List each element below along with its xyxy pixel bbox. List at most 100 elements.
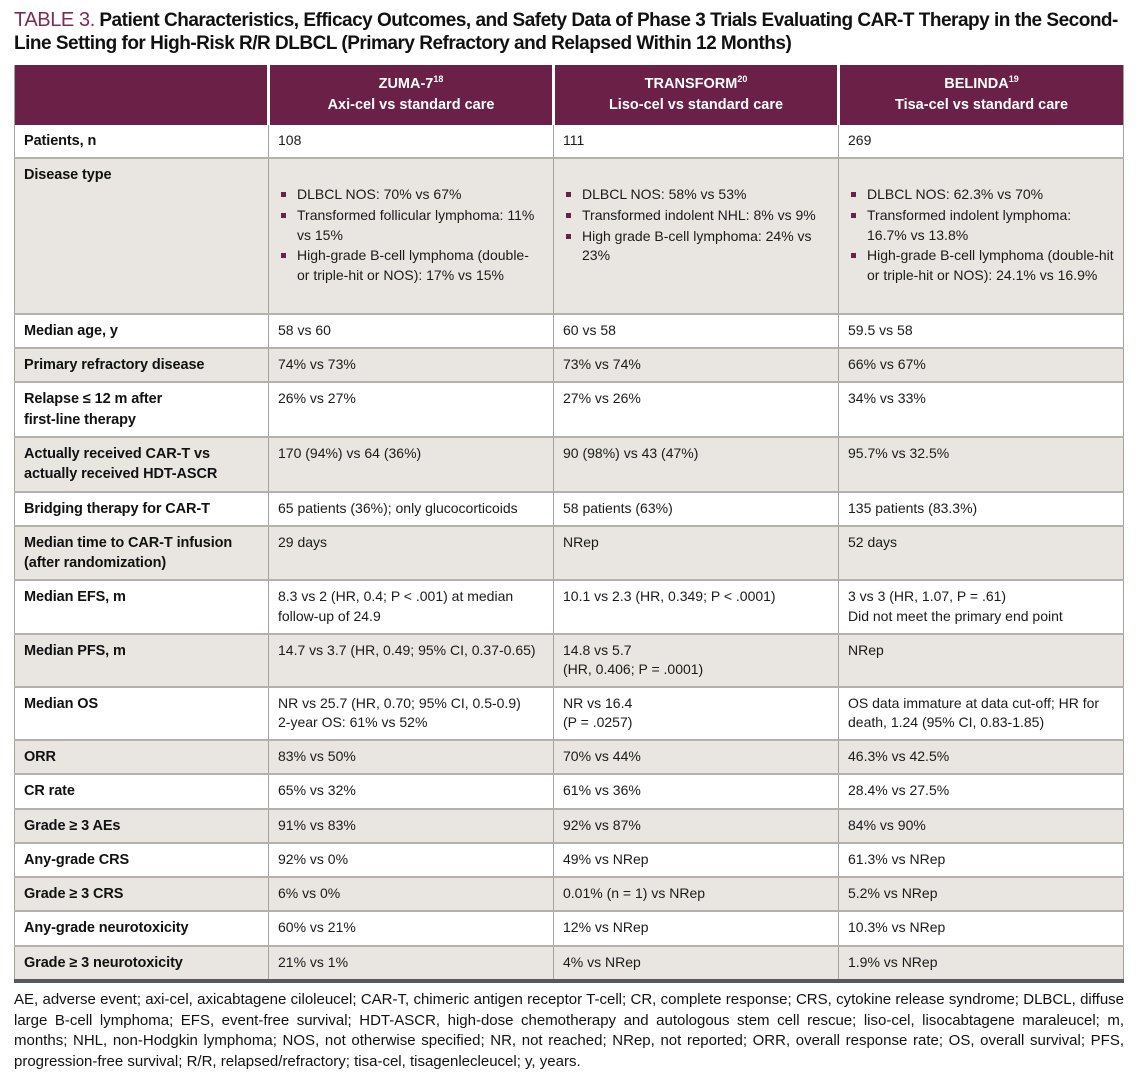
data-cell: 59.5 vs 58 [838, 312, 1124, 349]
data-cell: 135 patients (83.3%) [838, 490, 1124, 526]
data-cell: 66% vs 67% [838, 347, 1124, 383]
data-cell: 108 [268, 124, 554, 159]
row-label: Any-grade neurotoxicity [14, 910, 269, 946]
data-cell: 34% vs 33% [838, 381, 1124, 437]
data-cell: 61% vs 36% [553, 773, 839, 809]
row-any-grade-neurotoxicity: Any-grade neurotoxicity 60% vs 21% 12% v… [14, 910, 1124, 946]
bullet-item: High grade B-cell lymphoma: 24% vs 23% [563, 227, 829, 267]
trial-subtitle: Axi-cel vs standard care [327, 97, 495, 114]
data-cell: 58 vs 60 [268, 312, 554, 349]
abbreviations-footnote: AE, adverse event; axi-cel, axicabtagene… [14, 991, 1124, 1071]
table-number-label: TABLE 3. [14, 9, 95, 31]
data-cell: 46.3% vs 42.5% [838, 738, 1124, 775]
row-label: Patients, n [14, 124, 269, 159]
data-cell: 8.3 vs 2 (HR, 0.4; P < .001) at median f… [268, 579, 554, 634]
row-label: Disease type [14, 157, 269, 314]
data-cell: 90 (98%) vs 43 (47%) [553, 435, 839, 492]
data-cell: 74% vs 73% [268, 347, 554, 383]
data-cell: 4% vs NRep [553, 944, 839, 982]
row-median-efs: Median EFS, m 8.3 vs 2 (HR, 0.4; P < .00… [14, 579, 1124, 634]
data-cell: 58 patients (63%) [553, 490, 839, 526]
data-cell: 10.3% vs NRep [838, 910, 1124, 946]
reference-superscript: 19 [1008, 73, 1019, 84]
trial-name: ZUMA-7 [378, 75, 434, 92]
data-cell: 14.7 vs 3.7 (HR, 0.49; 95% CI, 0.37-0.65… [268, 632, 554, 687]
bullet-item: High-grade B-cell lymphoma (double- or t… [278, 246, 544, 286]
data-cell: 10.1 vs 2.3 (HR, 0.349; P < .0001) [553, 579, 839, 634]
bullet-list: DLBCL NOS: 70% vs 67% Transformed follic… [278, 185, 544, 286]
row-median-time-to-infusion: Median time to CAR-T infusion (after ran… [14, 524, 1124, 581]
data-cell: DLBCL NOS: 58% vs 53% Transformed indole… [553, 157, 839, 314]
data-cell: 0.01% (n = 1) vs NRep [553, 876, 839, 912]
data-cell: 92% vs 87% [553, 807, 839, 843]
data-cell: NRep [553, 524, 839, 581]
data-cell: 28.4% vs 27.5% [838, 773, 1124, 809]
header-row: ZUMA-718 Axi-cel vs standard care TRANSF… [14, 64, 1124, 125]
data-cell: 49% vs NRep [553, 841, 839, 878]
row-label: Any-grade CRS [14, 841, 269, 878]
row-grade3-neurotoxicity: Grade ≥ 3 neurotoxicity 21% vs 1% 4% vs … [14, 944, 1124, 982]
data-cell: 73% vs 74% [553, 347, 839, 383]
row-label: Median age, y [14, 312, 269, 349]
data-cell: OS data immature at data cut-off; HR for… [838, 685, 1124, 740]
row-actually-received: Actually received CAR-T vs actually rece… [14, 435, 1124, 492]
data-cell: 84% vs 90% [838, 807, 1124, 843]
row-patients: Patients, n 108 111 269 [14, 124, 1124, 159]
bullet-item: DLBCL NOS: 58% vs 53% [563, 185, 829, 205]
data-cell: 29 days [268, 524, 554, 581]
bullet-item: Transformed indolent lymphoma: 16.7% vs … [848, 206, 1114, 246]
data-cell: DLBCL NOS: 62.3% vs 70% Transformed indo… [838, 157, 1124, 314]
column-header-belinda: BELINDA19 Tisa-cel vs standard care [838, 64, 1124, 125]
row-orr: ORR 83% vs 50% 70% vs 44% 46.3% vs 42.5% [14, 738, 1124, 775]
trial-subtitle: Tisa-cel vs standard care [894, 97, 1069, 114]
table-title-text: Patient Characteristics, Efficacy Outcom… [14, 10, 1118, 55]
row-median-age: Median age, y 58 vs 60 60 vs 58 59.5 vs … [14, 312, 1124, 349]
row-relapse-12m: Relapse ≤ 12 m after first-line therapy … [14, 381, 1124, 437]
data-cell: 27% vs 26% [553, 381, 839, 437]
data-cell: 269 [838, 124, 1124, 159]
row-label: Grade ≥ 3 AEs [14, 807, 269, 843]
bullet-list: DLBCL NOS: 58% vs 53% Transformed indole… [563, 185, 829, 267]
data-cell: 3 vs 3 (HR, 1.07, P = .61) Did not meet … [838, 579, 1124, 634]
reference-superscript: 20 [737, 73, 748, 84]
data-cell: 12% vs NRep [553, 910, 839, 946]
data-cell: 5.2% vs NRep [838, 876, 1124, 912]
data-cell: 95.7% vs 32.5% [838, 435, 1124, 492]
row-label: Actually received CAR-T vs actually rece… [14, 435, 269, 492]
trial-name: BELINDA [944, 75, 1009, 92]
bullet-item: High-grade B-cell lymphoma (double-hit o… [848, 246, 1114, 286]
data-cell: 60 vs 58 [553, 312, 839, 349]
row-label: Median OS [14, 685, 269, 740]
row-label: Bridging therapy for CAR-T [14, 490, 269, 526]
row-label: Grade ≥ 3 CRS [14, 876, 269, 912]
data-cell: 65 patients (36%); only glucocorticoids [268, 490, 554, 526]
bullet-item: DLBCL NOS: 62.3% vs 70% [848, 185, 1114, 205]
row-median-os: Median OS NR vs 25.7 (HR, 0.70; 95% CI, … [14, 685, 1124, 740]
data-cell: 60% vs 21% [268, 910, 554, 946]
data-cell: 70% vs 44% [553, 738, 839, 775]
data-cell: 1.9% vs NRep [838, 944, 1124, 982]
row-disease-type: Disease type DLBCL NOS: 70% vs 67% Trans… [14, 157, 1124, 314]
row-label: Median time to CAR-T infusion (after ran… [14, 524, 269, 581]
data-cell: 14.8 vs 5.7 (HR, 0.406; P = .0001) [553, 632, 839, 687]
table-title: TABLE 3. Patient Characteristics, Effica… [14, 8, 1124, 56]
data-cell: 65% vs 32% [268, 773, 554, 809]
row-cr-rate: CR rate 65% vs 32% 61% vs 36% 28.4% vs 2… [14, 773, 1124, 809]
data-cell: 61.3% vs NRep [838, 841, 1124, 878]
data-cell: NR vs 25.7 (HR, 0.70; 95% CI, 0.5-0.9) 2… [268, 685, 554, 740]
row-label: Primary refractory disease [14, 347, 269, 383]
data-cell: 92% vs 0% [268, 841, 554, 878]
data-cell: DLBCL NOS: 70% vs 67% Transformed follic… [268, 157, 554, 314]
row-bridging-therapy: Bridging therapy for CAR-T 65 patients (… [14, 490, 1124, 526]
row-grade3-crs: Grade ≥ 3 CRS 6% vs 0% 0.01% (n = 1) vs … [14, 876, 1124, 912]
data-cell: 6% vs 0% [268, 876, 554, 912]
bullet-list: DLBCL NOS: 62.3% vs 70% Transformed indo… [848, 185, 1114, 286]
row-any-grade-crs: Any-grade CRS 92% vs 0% 49% vs NRep 61.3… [14, 841, 1124, 878]
row-primary-refractory: Primary refractory disease 74% vs 73% 73… [14, 347, 1124, 383]
data-cell: 83% vs 50% [268, 738, 554, 775]
row-label: CR rate [14, 773, 269, 809]
corner-cell [14, 64, 270, 125]
data-cell: 52 days [838, 524, 1124, 581]
row-label: Median PFS, m [14, 632, 269, 687]
